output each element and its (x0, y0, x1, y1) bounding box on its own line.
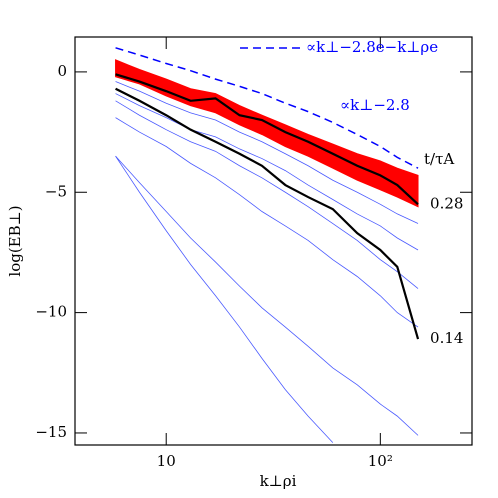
annotation: t/τA (424, 150, 454, 168)
plot-frame (74, 36, 473, 446)
series-line (115, 73, 419, 206)
line-label: ∝k⊥−2.8 (340, 96, 410, 114)
legend-label: ∝k⊥−2.8e−k⊥ρe (306, 38, 438, 56)
y-tick-label: −15 (35, 423, 67, 441)
series-line (115, 117, 419, 328)
line-label: 0.14 (430, 329, 463, 347)
y-tick-label: −5 (45, 182, 67, 200)
series-line (115, 155, 334, 443)
line-label: 0.28 (430, 194, 463, 212)
series-line (115, 155, 419, 436)
series-line (115, 93, 419, 251)
y-axis-label: log(EB⊥) (6, 205, 24, 276)
series-line (115, 47, 419, 169)
band-area (115, 59, 419, 208)
x-axis-label: k⊥ρi (260, 472, 297, 490)
y-tick-label: −10 (35, 303, 67, 321)
series-line (115, 87, 420, 340)
x-tick-label: 10 (157, 452, 176, 470)
series-line (115, 81, 419, 224)
x-tick-label: 10² (368, 452, 393, 470)
series-line (115, 100, 419, 289)
y-tick-label: 0 (57, 62, 67, 80)
plot-area (115, 47, 420, 443)
